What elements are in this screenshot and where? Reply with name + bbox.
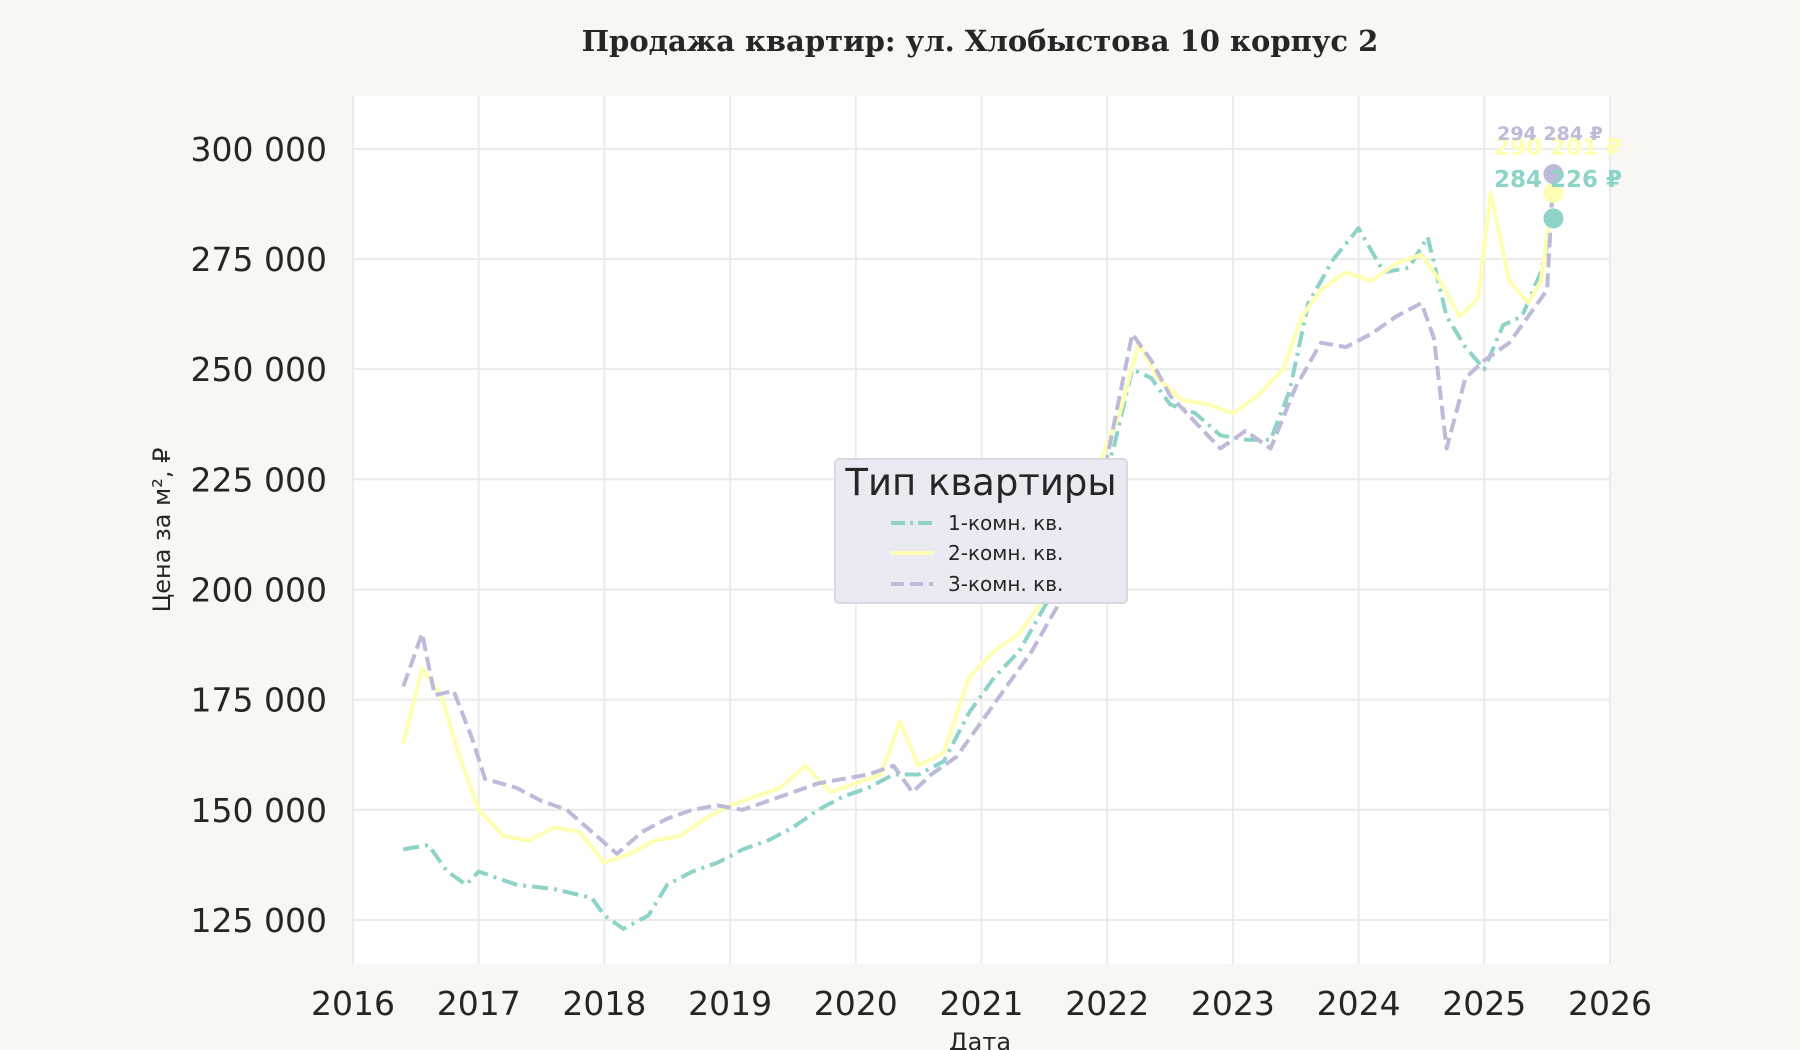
y-tick-label: 125 000 [191,901,327,940]
x-tick-label: 2025 [1442,984,1526,1023]
y-tick-label: 250 000 [191,350,327,389]
x-tick-label: 2018 [562,984,646,1023]
x-tick-label: 2021 [940,984,1024,1023]
end-labels: 284 226 ₽ 290 201 ₽294 284 ₽ [1494,123,1622,193]
end-markers [1543,164,1564,229]
legend-label-3room: 3-комн. кв. [948,572,1063,596]
series-line-2 [401,190,1556,865]
y-tick-label: 300 000 [191,130,327,169]
y-tick-label: 150 000 [191,791,327,830]
series-lines [401,173,1556,931]
end-label-3: 294 284 ₽ [1497,123,1603,145]
x-tick-label: 2017 [437,984,521,1023]
end-marker-2 [1543,182,1564,203]
y-tick-label: 275 000 [191,240,327,279]
x-tick-label: 2022 [1065,984,1149,1023]
end-label-2: 290 201 ₽ [1494,135,1622,161]
x-tick-label: 2024 [1317,984,1401,1023]
legend: Тип квартиры 1-комн. кв. 2-комн. кв. 3-к… [834,458,1128,604]
x-axis-label: Дата [949,1028,1011,1050]
y-tick-label: 175 000 [191,681,327,720]
x-tick-label: 2023 [1191,984,1275,1023]
chart-title: Продажа квартир: ул. Хлобыстова 10 корпу… [582,24,1379,58]
series-line-3 [401,173,1556,856]
legend-label-2room: 2-комн. кв. [948,541,1063,565]
end-marker-3 [1543,164,1564,185]
legend-title: Тип квартиры [844,461,1116,504]
legend-label-1room: 1-комн. кв. [948,511,1063,535]
y-tick-label: 200 000 [191,570,327,609]
x-tick-label: 2016 [311,984,395,1023]
x-tick-label: 2026 [1568,984,1652,1023]
y-tick-label: 225 000 [191,460,327,499]
x-tick-label: 2019 [688,984,772,1023]
y-axis-label: Цена за м², ₽ [148,448,176,613]
end-marker-1 [1543,208,1564,229]
x-tick-label: 2020 [814,984,898,1023]
tick-labels: 2016 2017 2018 2019 2020 2021 2022 2023 2024 2025… [191,130,1652,1023]
legend-box [834,458,1128,604]
end-label-1: 284 226 ₽ [1494,167,1622,193]
